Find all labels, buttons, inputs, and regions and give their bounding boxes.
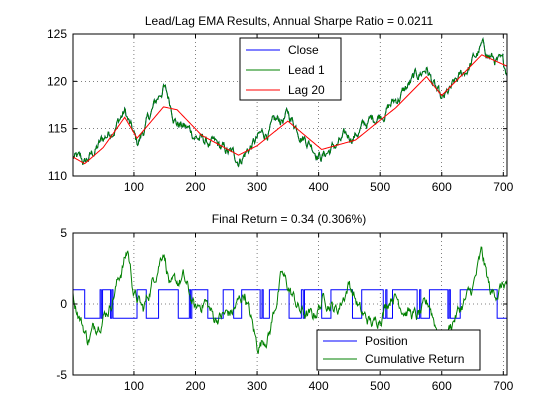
top-ytick-label: 120 (47, 74, 67, 88)
series-cumulative-return-line (72, 246, 508, 355)
bottom-x-ticks: 100 200 300 400 500 600 700 (124, 233, 514, 393)
series-position-line (73, 289, 507, 319)
top-x-ticks: 100 200 300 400 500 600 700 (124, 34, 514, 194)
top-ytick-label: 115 (48, 122, 67, 136)
bottom-plot-area (72, 246, 508, 355)
top-legend: Close Lead 1 Lag 20 (239, 37, 342, 101)
legend-label-lead: Lead 1 (288, 63, 325, 77)
bot-ytick-label: 0 (60, 297, 67, 311)
top-chart: Lead/Lag EMA Results, Annual Sharpe Rati… (47, 14, 514, 194)
bottom-grid (73, 233, 507, 375)
top-plot-area (72, 37, 508, 168)
series-lead-line (72, 37, 508, 168)
bot-xtick-label: 200 (185, 379, 205, 393)
legend-label-position: Position (365, 334, 408, 348)
top-ytick-label: 110 (48, 169, 67, 183)
bot-xtick-label: 300 (247, 379, 267, 393)
bottom-legend: Position Cumulative Return (316, 329, 481, 371)
top-xtick-label: 300 (247, 180, 267, 194)
bottom-y-ticks: -5 0 5 (56, 226, 507, 382)
top-chart-title: Lead/Lag EMA Results, Annual Sharpe Rati… (145, 14, 434, 28)
top-ytick-label: 125 (47, 27, 67, 41)
bottom-chart: Final Return = 0.34 (0.306%) 100 200 300 40… (56, 212, 513, 393)
top-xtick-label: 500 (370, 180, 390, 194)
bot-xtick-label: 700 (493, 379, 513, 393)
legend-label-lag: Lag 20 (288, 83, 325, 97)
bot-ytick-label: -5 (56, 368, 67, 382)
top-xtick-label: 600 (432, 180, 452, 194)
legend-label-cumulative: Cumulative Return (365, 352, 464, 366)
series-lag-line (72, 54, 508, 165)
legend-label-close: Close (288, 43, 319, 57)
bot-xtick-label: 500 (370, 379, 390, 393)
bot-xtick-label: 400 (309, 379, 329, 393)
top-xtick-label: 400 (309, 180, 329, 194)
top-xtick-label: 200 (185, 180, 205, 194)
bottom-legend-box (316, 329, 481, 371)
bot-ytick-label: 5 (60, 226, 67, 240)
bot-xtick-label: 600 (432, 379, 452, 393)
bottom-chart-title: Final Return = 0.34 (0.306%) (212, 212, 366, 226)
top-xtick-label: 700 (493, 180, 513, 194)
top-xtick-label: 100 (124, 180, 144, 194)
top-y-ticks: 110 115 120 125 (47, 27, 507, 183)
bot-xtick-label: 100 (124, 379, 144, 393)
top-axes-box (72, 33, 508, 177)
